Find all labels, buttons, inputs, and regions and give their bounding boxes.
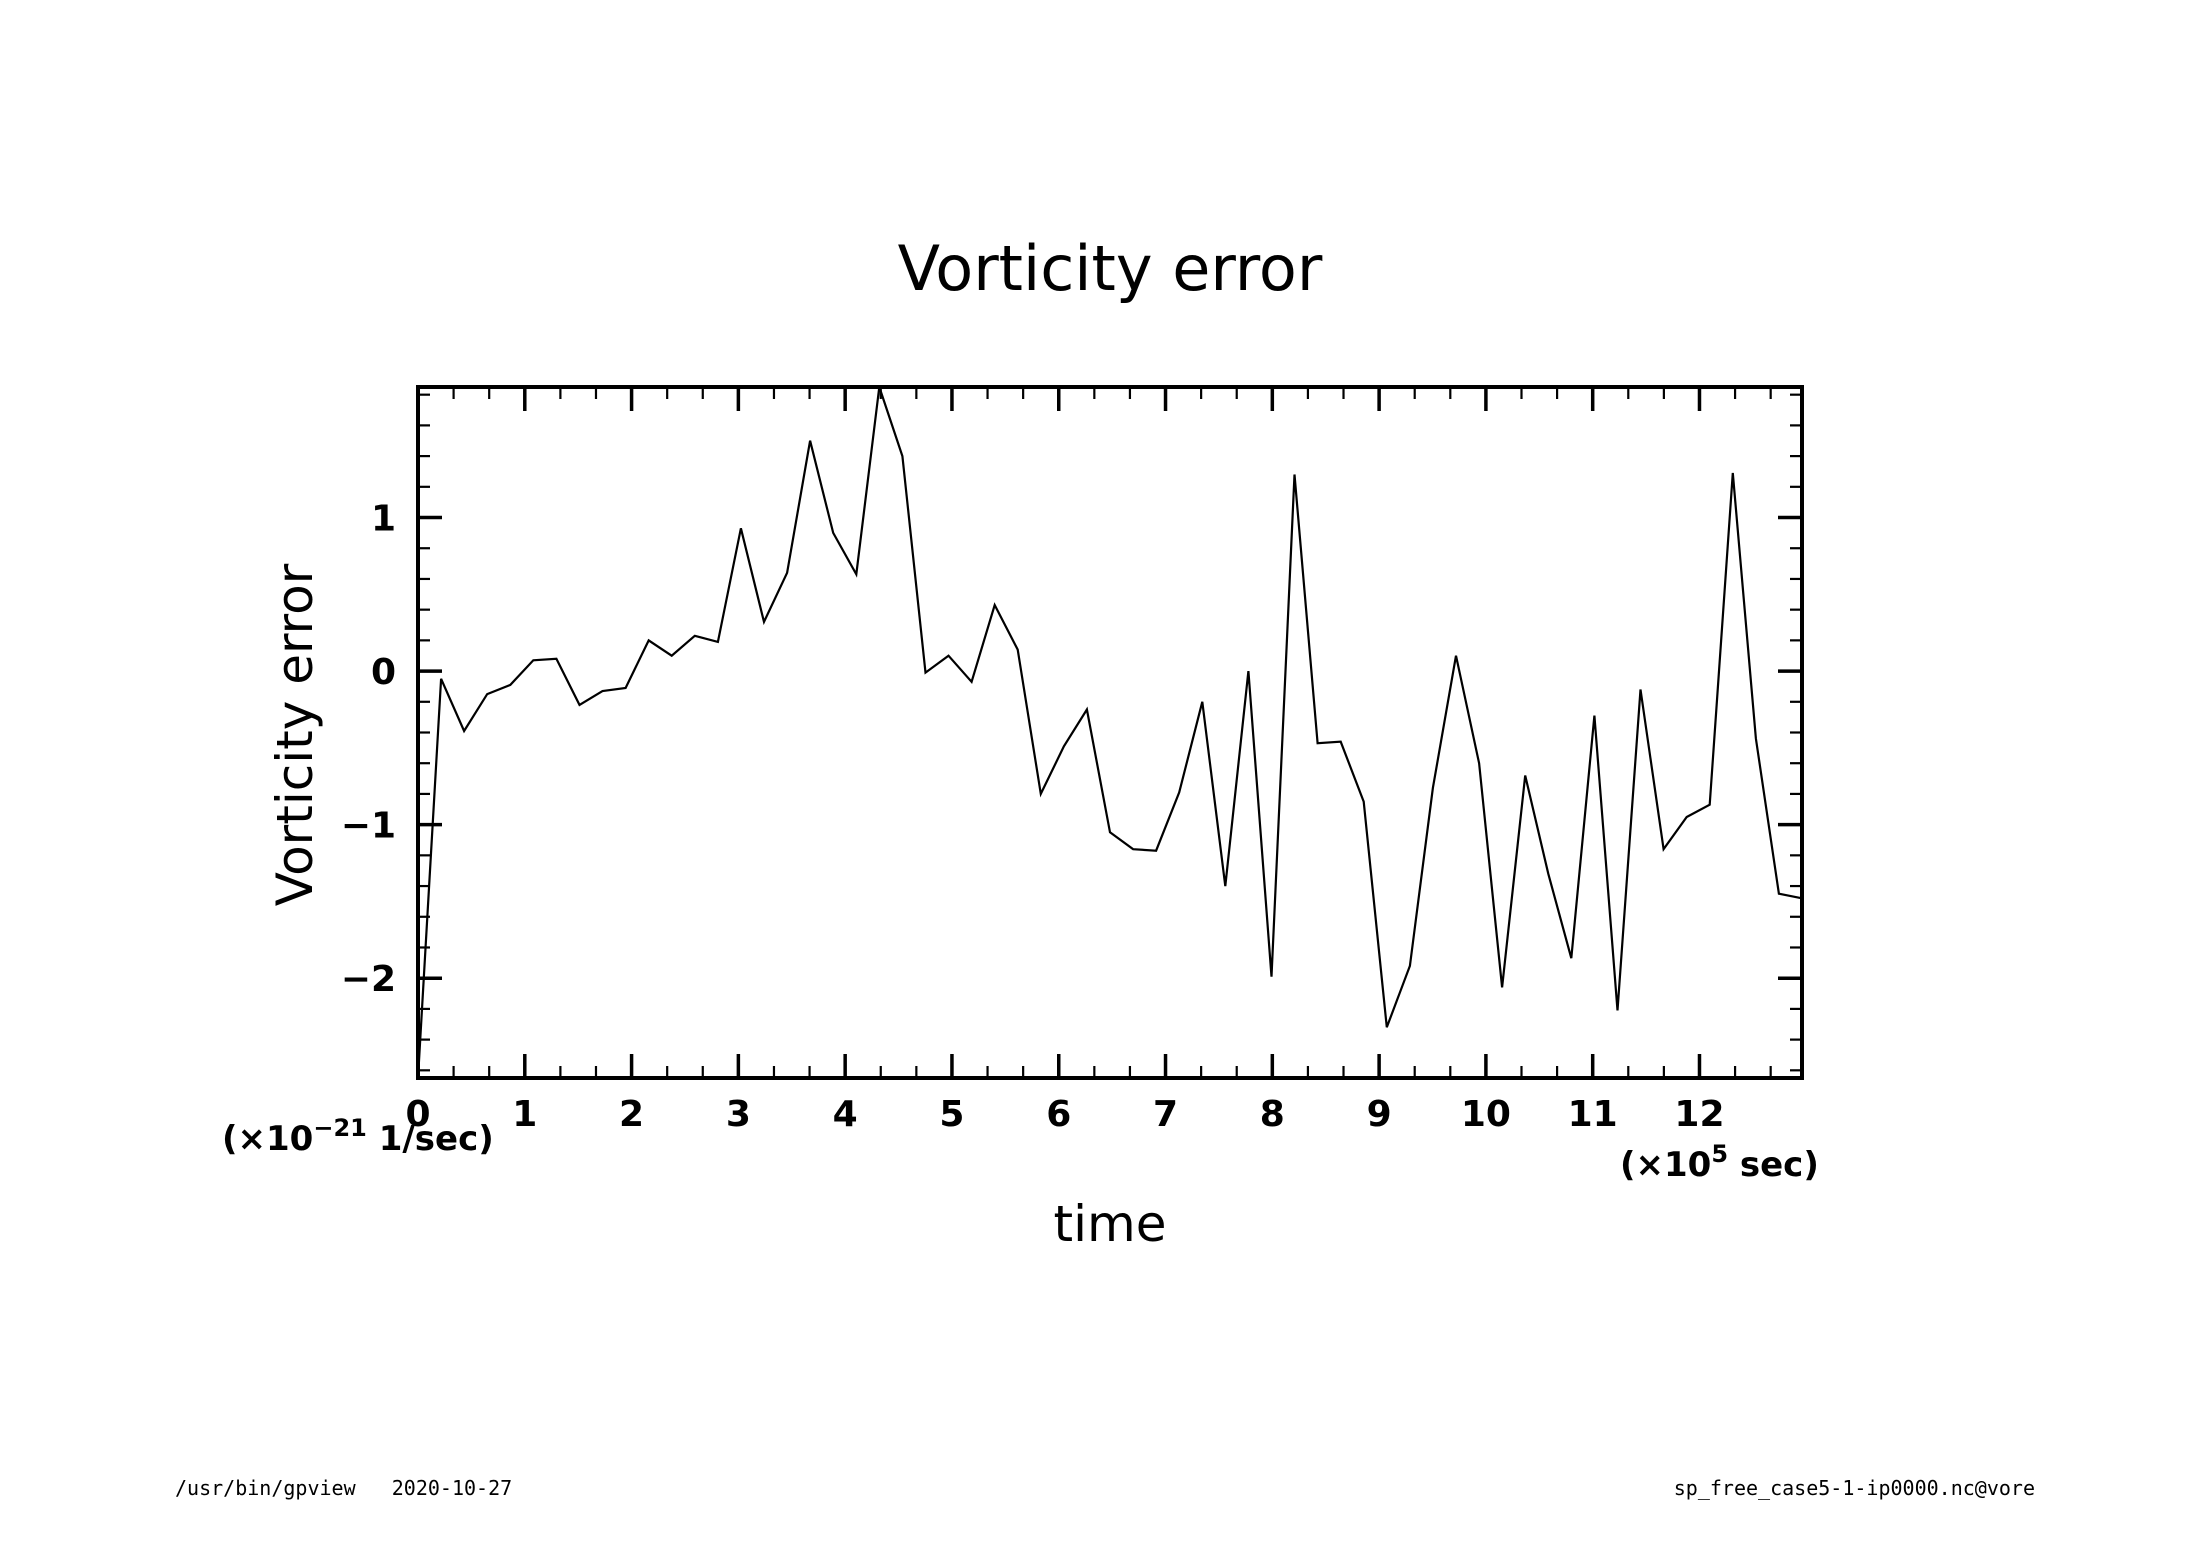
- x-tick-label: 6: [1046, 1094, 1071, 1135]
- y-unit-label: (×10−21 1/sec): [222, 1114, 494, 1159]
- y-axis-title: Vorticity error: [266, 563, 324, 906]
- x-tick-label: 3: [726, 1094, 751, 1135]
- footer-right: sp_free_case5-1-ip0000.nc@vore: [1674, 1476, 2035, 1500]
- series-line: [416, 386, 1803, 1079]
- plot-frame: [416, 385, 1804, 1080]
- chart-title: Vorticity error: [898, 232, 1323, 305]
- x-axis-title: time: [1054, 1195, 1167, 1253]
- axis-ticks: [416, 387, 1802, 1078]
- x-tick-label: 4: [833, 1094, 858, 1135]
- footer-left: /usr/bin/gpview 2020-10-27: [175, 1476, 512, 1500]
- y-axis-title-group: Vorticity error: [266, 563, 324, 906]
- x-unit-label: (×105 sec): [1620, 1140, 1819, 1185]
- x-tick-label: 10: [1461, 1094, 1511, 1135]
- x-tick-label: 12: [1674, 1094, 1724, 1135]
- x-unit-prefix: (×10: [1620, 1145, 1711, 1185]
- y-tick-label: 1: [371, 499, 396, 540]
- x-tick-label: 0: [405, 1094, 430, 1135]
- y-unit-exponent: −21: [313, 1114, 367, 1142]
- y-unit-prefix: (×10: [222, 1119, 313, 1159]
- x-tick-label: 9: [1367, 1094, 1392, 1135]
- x-tick-label: 7: [1153, 1094, 1178, 1135]
- x-tick-label: 8: [1260, 1094, 1285, 1135]
- x-tick-label: 1: [512, 1094, 537, 1135]
- x-unit-suffix: sec): [1728, 1145, 1819, 1185]
- y-tick-label: −2: [341, 959, 396, 1000]
- x-unit-exponent: 5: [1711, 1140, 1728, 1168]
- y-unit-suffix: 1/sec): [367, 1119, 494, 1159]
- x-tick-label: 2: [619, 1094, 644, 1135]
- tick-labels: 0 1 2 3 4 5 6 7 8 9 10 11 12−2−101: [341, 499, 1725, 1135]
- y-tick-label: −1: [341, 806, 396, 847]
- x-tick-label: 5: [939, 1094, 964, 1135]
- y-tick-label: 0: [371, 652, 396, 693]
- x-tick-label: 11: [1568, 1094, 1618, 1135]
